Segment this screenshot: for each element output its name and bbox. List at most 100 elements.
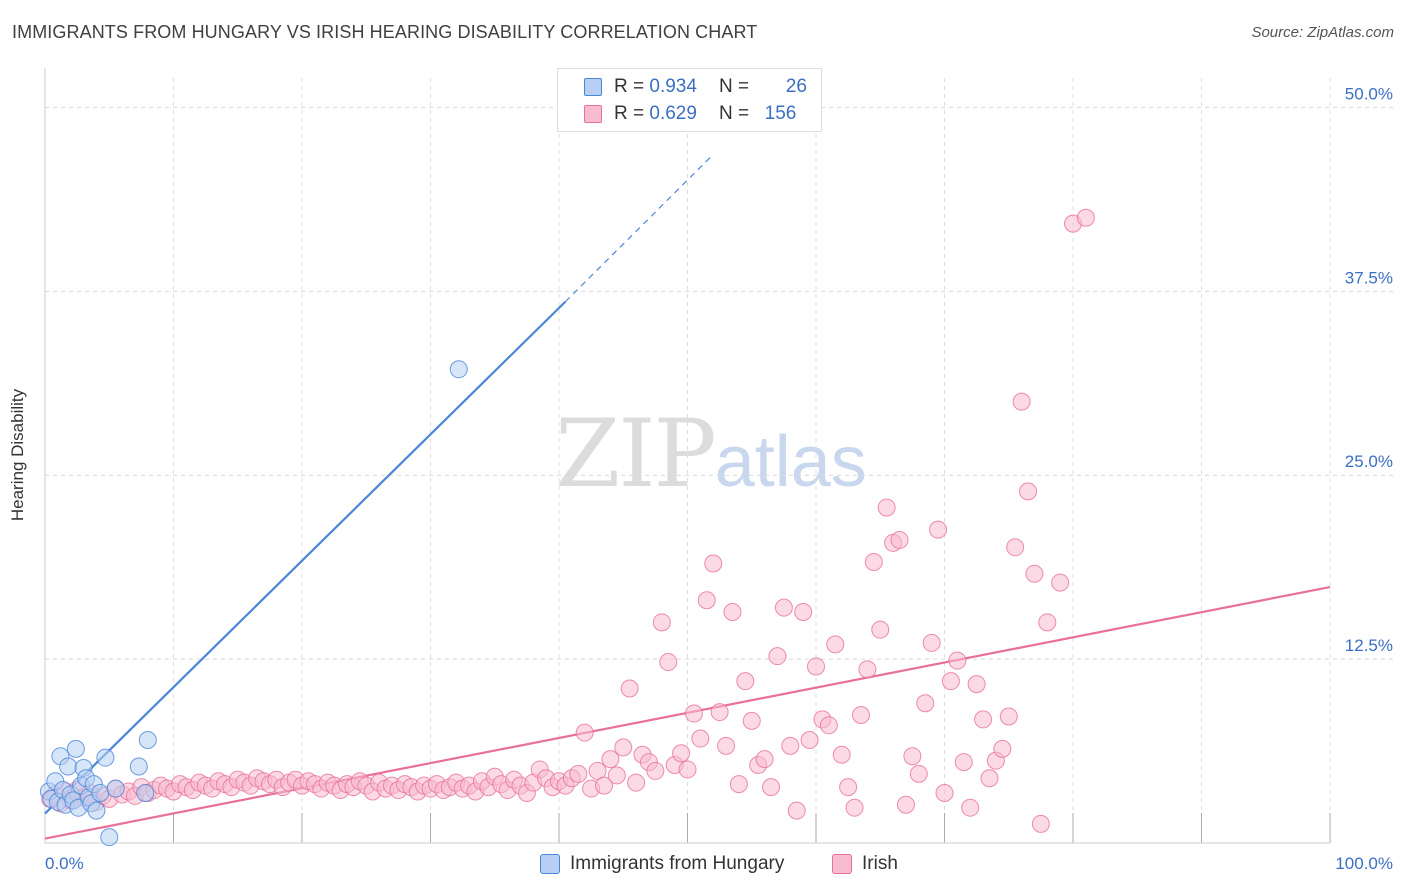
irish-point <box>954 753 973 772</box>
irish-point <box>646 761 665 780</box>
irish-point <box>896 795 915 814</box>
legend-swatch-hungary <box>584 78 602 96</box>
bottom-legend-irish: Irish <box>832 852 898 876</box>
legend-r-label: R = <box>614 76 645 97</box>
y-tick-label: 12.5% <box>1345 636 1393 655</box>
irish-point <box>961 798 980 817</box>
legend-row-irish: R = 0.629 N = 156 <box>584 103 796 125</box>
axes <box>44 68 1331 844</box>
hungary-point <box>66 739 85 758</box>
legend-r-label: R = <box>614 103 645 124</box>
tick-labels: 12.5% 25.0% 37.5% 50.0% 0.0% 100.0% <box>45 84 1393 873</box>
irish-point <box>967 675 986 694</box>
irish-point <box>800 731 819 750</box>
irish-point <box>627 773 646 792</box>
x-tick-label-min: 0.0% <box>45 854 84 873</box>
irish-point <box>851 706 870 725</box>
irish-point <box>774 598 793 617</box>
irish-point <box>601 750 620 769</box>
irish-point <box>691 729 710 748</box>
irish-point <box>916 694 935 713</box>
bottom-legend-swatch-irish <box>832 854 852 874</box>
hungary-point <box>100 828 119 847</box>
irish-point <box>678 760 697 779</box>
chart-title: IMMIGRANTS FROM HUNGARY VS IRISH HEARING… <box>12 22 758 42</box>
bottom-legend-swatch-hungary <box>540 854 560 874</box>
irish-point <box>941 672 960 691</box>
hungary-point <box>129 757 148 776</box>
irish-point <box>710 703 729 722</box>
irish-point <box>1076 208 1095 227</box>
legend-row-hungary: R = 0.934 N = 26 <box>584 76 807 98</box>
irish-point <box>1051 573 1070 592</box>
irish-point <box>826 635 845 654</box>
irish-point <box>659 653 678 672</box>
irish-point <box>620 679 639 698</box>
irish-point <box>1038 613 1057 632</box>
bottom-legend-hungary: Immigrants from Hungary <box>540 852 784 876</box>
irish-point <box>762 778 781 797</box>
irish-point <box>1019 482 1038 501</box>
irish-point <box>845 798 864 817</box>
source-credit: Source: ZipAtlas.com <box>1251 24 1394 41</box>
irish-point <box>787 801 806 820</box>
legend-n-value: 156 <box>764 103 797 124</box>
irish-point <box>864 553 883 572</box>
irish-point <box>672 744 691 763</box>
irish-point <box>697 591 716 610</box>
irish-point <box>614 738 633 757</box>
irish-point <box>794 603 813 622</box>
irish-point <box>903 747 922 766</box>
irish-point <box>704 554 723 573</box>
irish-point <box>781 736 800 755</box>
irish-point <box>1025 564 1044 583</box>
irish-point <box>1012 392 1031 411</box>
irish-point <box>736 672 755 691</box>
irish-point <box>993 739 1012 758</box>
irish-point <box>839 778 858 797</box>
hungary-point <box>96 748 115 767</box>
irish-point <box>755 750 774 769</box>
legend-n-label: N = <box>718 103 750 124</box>
irish-point <box>877 498 896 517</box>
irish-point <box>1031 814 1050 833</box>
hungary-point <box>136 783 155 802</box>
hungary-point <box>59 757 78 776</box>
irish-point <box>922 633 941 652</box>
hungary-point <box>87 801 106 820</box>
irish-point <box>575 723 594 742</box>
data-points <box>39 208 1095 847</box>
irish-point <box>652 613 671 632</box>
bottom-legend-label-hungary: Immigrants from Hungary <box>570 853 785 874</box>
irish-point <box>909 764 928 783</box>
irish-point <box>980 769 999 788</box>
irish-point <box>890 530 909 549</box>
irish-point <box>819 716 838 735</box>
irish-point <box>832 745 851 764</box>
y-tick-label: 37.5% <box>1345 268 1393 287</box>
hungary-trend-line <box>44 300 567 815</box>
irish-point <box>948 651 967 670</box>
irish-point <box>929 520 948 539</box>
bottom-legend-label-irish: Irish <box>862 853 898 874</box>
correlation-legend: R = 0.934 N = 26 R = 0.629 N = 156 <box>557 68 822 132</box>
watermark-zip: ZIP <box>555 400 717 509</box>
hungary-point <box>138 731 157 750</box>
gridlines <box>45 78 1393 843</box>
hungary-point <box>449 360 468 379</box>
irish-point <box>569 764 588 783</box>
irish-point <box>742 711 761 730</box>
legend-r-value: 0.934 <box>649 76 697 97</box>
irish-point <box>974 710 993 729</box>
legend-r-value: 0.629 <box>649 103 697 124</box>
legend-swatch-irish <box>584 105 602 123</box>
hungary-point <box>91 783 110 802</box>
irish-point <box>729 775 748 794</box>
x-tick-label-max: 100.0% <box>1335 854 1393 873</box>
legend-n-value: 26 <box>785 76 807 97</box>
irish-point <box>723 603 742 622</box>
watermark: ZIPatlas <box>555 400 867 509</box>
irish-point <box>858 660 877 679</box>
irish-point <box>807 657 825 676</box>
